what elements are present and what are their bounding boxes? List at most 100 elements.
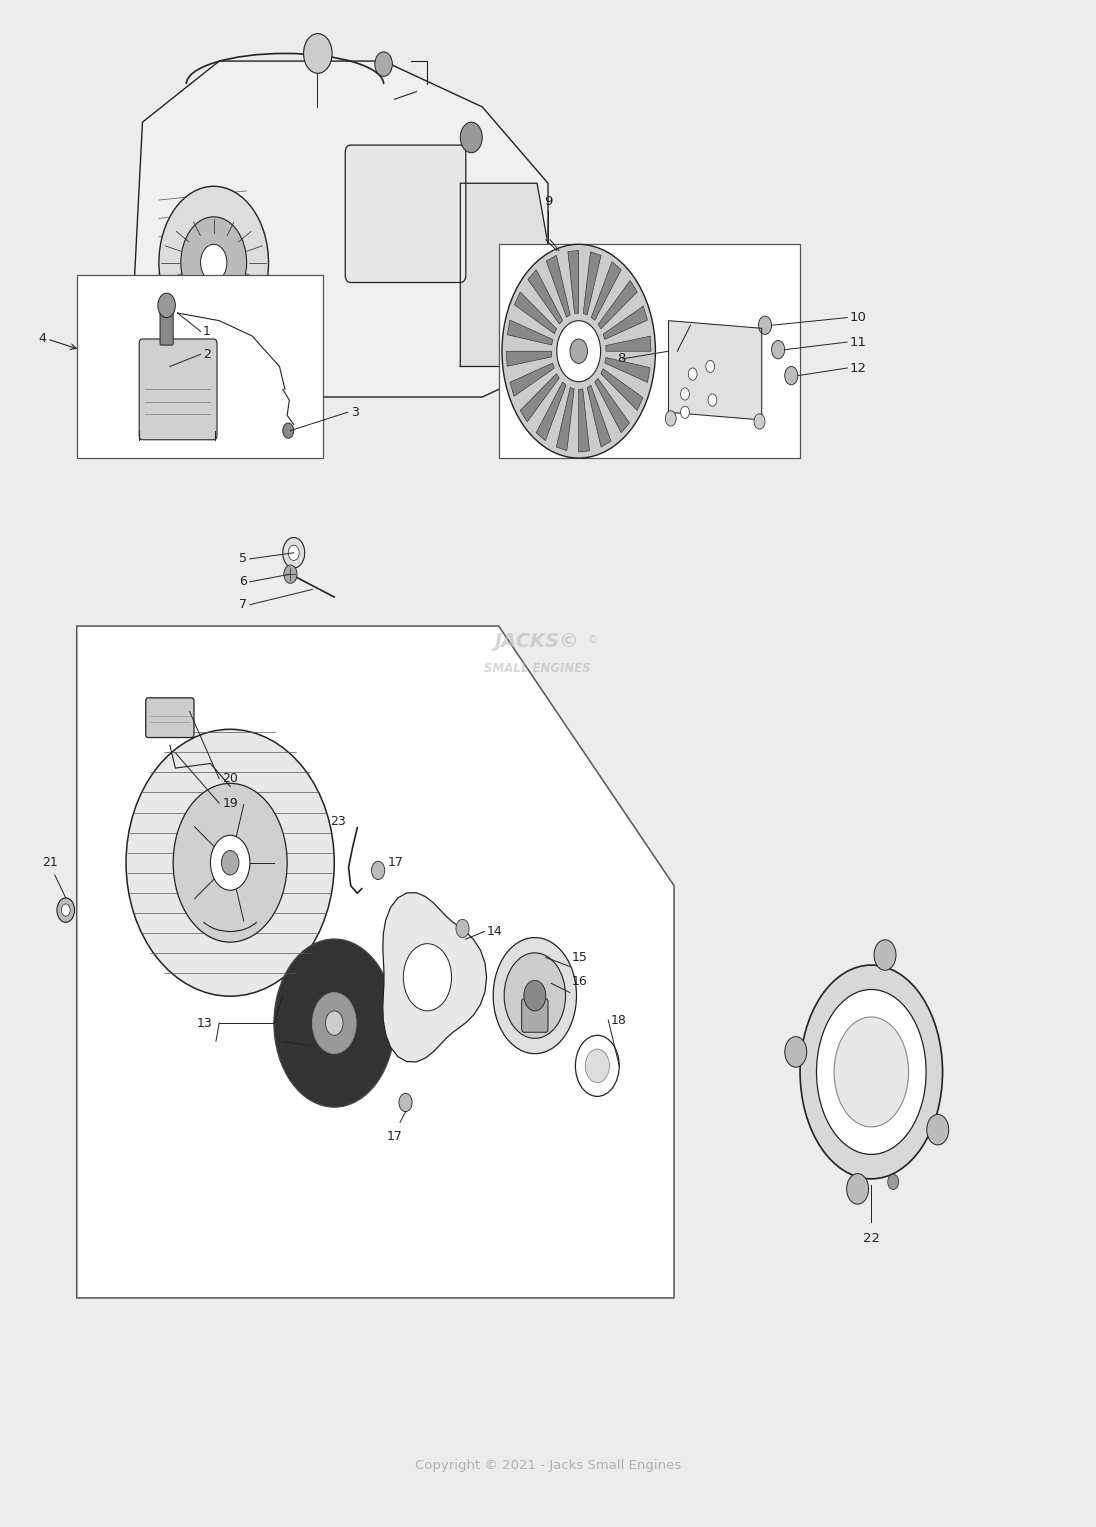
Circle shape [61, 904, 70, 916]
Circle shape [681, 406, 689, 418]
Circle shape [403, 944, 452, 1011]
Text: 13: 13 [197, 1017, 213, 1029]
Text: JACKS©: JACKS© [494, 632, 580, 651]
Circle shape [283, 538, 305, 568]
Polygon shape [383, 893, 487, 1061]
Ellipse shape [817, 989, 926, 1154]
FancyBboxPatch shape [139, 339, 217, 440]
Text: 5: 5 [239, 553, 247, 565]
Text: 6: 6 [239, 576, 247, 588]
Circle shape [274, 939, 395, 1107]
Polygon shape [132, 61, 548, 397]
FancyBboxPatch shape [345, 145, 466, 282]
Polygon shape [601, 370, 643, 411]
Text: 17: 17 [387, 1130, 402, 1144]
FancyBboxPatch shape [146, 698, 194, 738]
Polygon shape [510, 363, 555, 397]
Polygon shape [514, 292, 557, 333]
Text: 19: 19 [222, 797, 238, 809]
Circle shape [283, 423, 294, 438]
Text: 18: 18 [610, 1014, 626, 1026]
Circle shape [706, 360, 715, 373]
Polygon shape [521, 374, 559, 421]
Circle shape [456, 919, 469, 938]
Text: 10: 10 [849, 312, 866, 324]
Text: 21: 21 [43, 857, 58, 869]
Circle shape [326, 1011, 343, 1035]
Circle shape [585, 1049, 609, 1083]
Circle shape [284, 565, 297, 583]
Circle shape [181, 217, 247, 308]
Polygon shape [579, 389, 590, 452]
Ellipse shape [834, 1017, 909, 1127]
Circle shape [493, 938, 576, 1054]
Circle shape [754, 414, 765, 429]
Polygon shape [603, 305, 648, 339]
Polygon shape [528, 270, 562, 324]
Polygon shape [536, 382, 566, 441]
Text: 4: 4 [38, 333, 46, 345]
Circle shape [875, 939, 897, 970]
Ellipse shape [800, 965, 943, 1179]
Bar [499, 244, 800, 458]
Circle shape [57, 898, 75, 922]
Circle shape [173, 783, 287, 942]
Circle shape [927, 1115, 949, 1145]
Circle shape [846, 1174, 868, 1205]
Bar [77, 275, 323, 458]
Polygon shape [595, 379, 629, 432]
Circle shape [681, 388, 689, 400]
Circle shape [665, 411, 676, 426]
Text: Copyright © 2021 - Jacks Small Engines: Copyright © 2021 - Jacks Small Engines [415, 1460, 681, 1472]
Circle shape [312, 993, 356, 1054]
Text: 8: 8 [617, 353, 626, 365]
Polygon shape [583, 252, 601, 315]
Text: 12: 12 [849, 362, 867, 374]
Polygon shape [546, 255, 570, 318]
Text: 9: 9 [544, 194, 552, 208]
Circle shape [504, 953, 566, 1038]
FancyBboxPatch shape [150, 347, 222, 402]
Circle shape [688, 368, 697, 380]
Polygon shape [587, 385, 612, 447]
Circle shape [785, 366, 798, 385]
Text: 17: 17 [388, 857, 403, 869]
Text: 15: 15 [572, 951, 587, 964]
Text: 14: 14 [487, 925, 502, 938]
Ellipse shape [126, 730, 334, 996]
Text: 20: 20 [222, 773, 238, 785]
Text: 2: 2 [203, 348, 210, 360]
Circle shape [772, 341, 785, 359]
Circle shape [524, 980, 546, 1011]
Polygon shape [598, 281, 637, 328]
Text: 23: 23 [331, 814, 346, 828]
FancyBboxPatch shape [160, 312, 173, 345]
Text: 11: 11 [849, 336, 867, 348]
Circle shape [460, 122, 482, 153]
Text: ©: © [587, 635, 597, 644]
Circle shape [785, 1037, 807, 1067]
Polygon shape [605, 357, 650, 382]
Text: 7: 7 [239, 599, 247, 611]
Circle shape [288, 545, 299, 560]
Circle shape [201, 244, 227, 281]
Circle shape [502, 244, 655, 458]
Circle shape [557, 321, 601, 382]
Polygon shape [507, 321, 552, 345]
Polygon shape [557, 388, 574, 450]
Circle shape [570, 339, 587, 363]
Circle shape [159, 186, 269, 339]
Circle shape [221, 851, 239, 875]
Polygon shape [506, 351, 551, 366]
Text: 3: 3 [351, 406, 358, 418]
Circle shape [304, 34, 332, 73]
Polygon shape [77, 626, 674, 1298]
Circle shape [758, 316, 772, 334]
FancyBboxPatch shape [522, 999, 548, 1032]
Circle shape [158, 293, 175, 318]
Circle shape [210, 835, 250, 890]
Text: 1: 1 [203, 325, 210, 337]
Polygon shape [606, 336, 651, 351]
Circle shape [399, 1093, 412, 1112]
Circle shape [375, 52, 392, 76]
